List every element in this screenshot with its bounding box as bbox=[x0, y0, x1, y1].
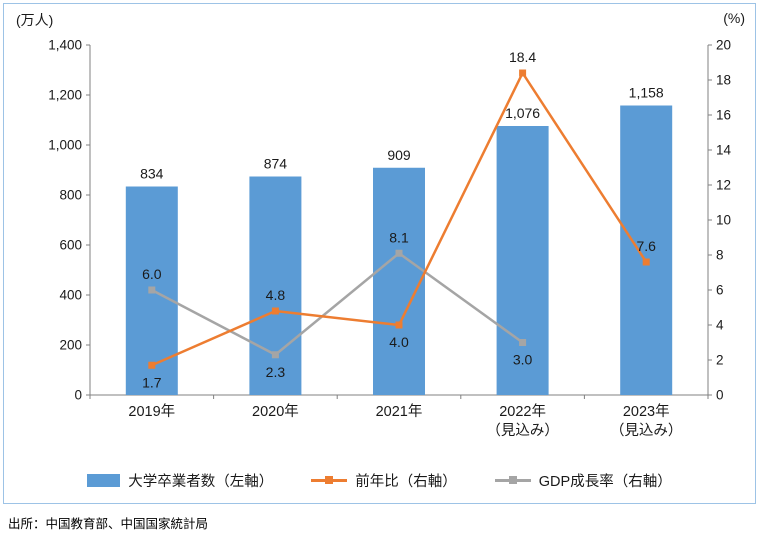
gdp-point-marker bbox=[271, 351, 279, 359]
left-axis-unit-label: (万人) bbox=[16, 12, 54, 28]
legend-item-graduates: 大学卒業者数（左軸） bbox=[87, 470, 273, 491]
yoy-value-label: 1.7 bbox=[142, 374, 162, 390]
right-axis-tick-label: 18 bbox=[716, 73, 731, 88]
right-axis-tick-label: 10 bbox=[716, 213, 731, 228]
x-axis-category-label: （見込み） bbox=[610, 422, 683, 439]
left-axis-tick-label: 600 bbox=[59, 238, 82, 253]
bar-graduates bbox=[496, 126, 549, 395]
left-axis-tick-label: 200 bbox=[59, 338, 82, 353]
yoy-marker-swatch bbox=[325, 476, 334, 484]
left-axis-tick-label: 800 bbox=[59, 188, 82, 203]
right-axis-unit-label: (%) bbox=[723, 10, 745, 26]
chart-legend: 大学卒業者数（左軸） 前年比（右軸） GDP成長率（右軸） bbox=[0, 470, 759, 491]
yoy-value-label: 4.0 bbox=[389, 334, 409, 350]
right-axis-tick-label: 16 bbox=[716, 108, 731, 123]
legend-item-gdp: GDP成長率（右軸） bbox=[494, 470, 672, 491]
left-axis-tick-label: 1,000 bbox=[48, 138, 82, 153]
gdp-point-marker bbox=[519, 339, 527, 346]
bar-value-label: 874 bbox=[264, 156, 288, 172]
right-axis-tick-label: 6 bbox=[716, 283, 724, 298]
bar-value-label: 1,076 bbox=[505, 105, 540, 121]
bar-graduates bbox=[373, 167, 425, 395]
x-axis-category-label: 2021年 bbox=[376, 403, 423, 420]
right-axis-tick-label: 4 bbox=[716, 318, 724, 333]
yoy-value-label: 4.8 bbox=[266, 287, 286, 303]
x-axis-category-label: 2022年 bbox=[499, 403, 546, 420]
yoy-line-swatch bbox=[311, 476, 348, 484]
yoy-point-marker bbox=[148, 361, 156, 369]
bar-value-label: 909 bbox=[387, 147, 411, 163]
yoy-value-label: 18.4 bbox=[509, 49, 536, 65]
gdp-value-label: 6.0 bbox=[142, 266, 162, 282]
bar-graduates bbox=[620, 105, 673, 395]
bar-value-label: 1,158 bbox=[629, 85, 664, 101]
gdp-value-label: 3.0 bbox=[513, 352, 533, 368]
x-axis-category-label: 2020年 bbox=[252, 403, 299, 420]
gdp-line-swatch bbox=[494, 476, 531, 484]
source-note: 出所：中国教育部、中国国家統計局 bbox=[8, 517, 209, 531]
yoy-point-marker bbox=[642, 258, 650, 266]
legend-label-yoy: 前年比（右軸） bbox=[355, 474, 457, 490]
left-axis-tick-label: 1,200 bbox=[48, 88, 82, 103]
legend-item-yoy: 前年比（右軸） bbox=[311, 470, 457, 491]
gdp-marker-swatch bbox=[508, 476, 517, 484]
yoy-point-marker bbox=[271, 307, 279, 315]
yoy-point-marker bbox=[519, 69, 527, 77]
left-axis-tick-label: 0 bbox=[74, 388, 82, 403]
yoy-value-label: 7.6 bbox=[636, 238, 656, 254]
legend-label-graduates: 大学卒業者数（左軸） bbox=[128, 474, 274, 490]
right-axis-tick-label: 0 bbox=[716, 388, 724, 403]
combo-chart: 1,4001,2001,0008006004002000201816141210… bbox=[48, 38, 732, 440]
x-axis-category-label: 2023年 bbox=[623, 403, 670, 420]
chart-border bbox=[3, 3, 756, 504]
x-axis-category-label: （見込み） bbox=[486, 422, 559, 439]
left-axis-tick-label: 1,400 bbox=[48, 38, 82, 53]
right-axis-tick-label: 2 bbox=[716, 353, 724, 368]
right-axis-tick-label: 12 bbox=[716, 178, 731, 193]
x-axis-category-label: 2019年 bbox=[128, 403, 175, 420]
gdp-value-label: 2.3 bbox=[266, 364, 286, 380]
bar-graduates bbox=[249, 176, 302, 395]
gdp-line bbox=[151, 251, 524, 357]
bar-value-label: 834 bbox=[140, 166, 164, 182]
right-axis-tick-label: 8 bbox=[716, 248, 724, 263]
yoy-point-marker bbox=[395, 321, 403, 329]
gdp-point-marker bbox=[395, 249, 403, 257]
right-axis-tick-label: 20 bbox=[716, 38, 731, 53]
bar-series-swatch bbox=[87, 474, 121, 487]
right-axis-tick-label: 14 bbox=[716, 143, 732, 158]
legend-label-gdp: GDP成長率（右軸） bbox=[538, 474, 672, 490]
gdp-point-marker bbox=[148, 286, 156, 294]
left-axis-tick-label: 400 bbox=[59, 288, 82, 303]
gdp-value-label: 8.1 bbox=[389, 229, 409, 245]
